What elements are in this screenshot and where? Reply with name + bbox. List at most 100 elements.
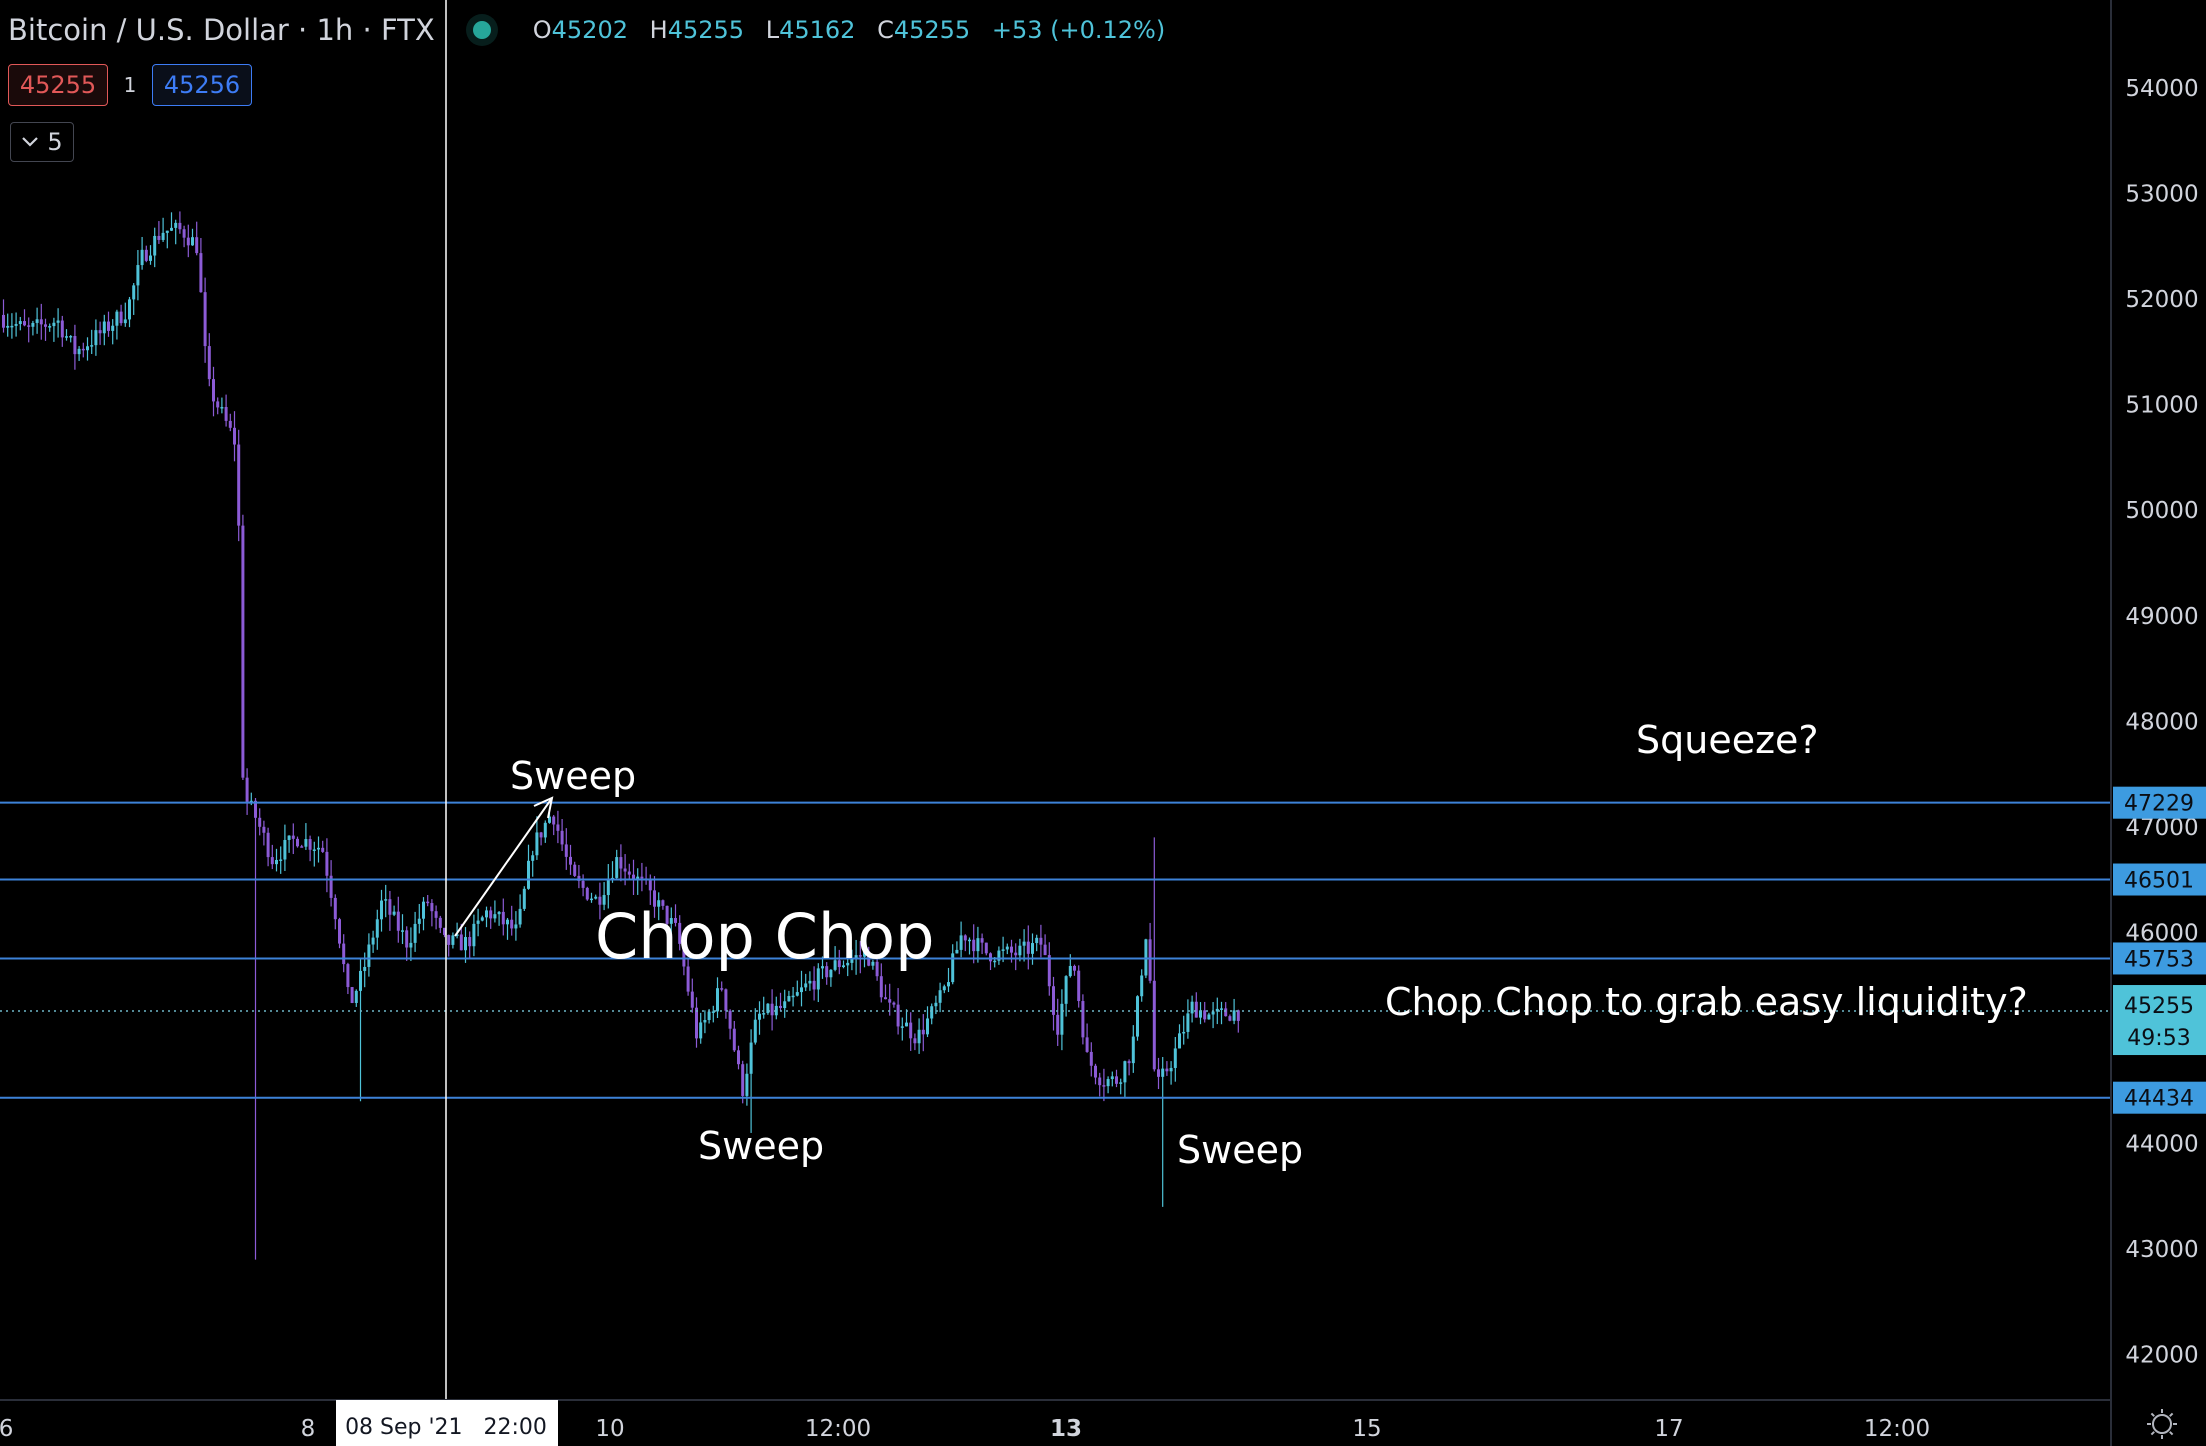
candle-body [308, 839, 312, 850]
candle-body [90, 345, 94, 347]
candle-body [132, 285, 136, 300]
candle-body [1060, 1003, 1064, 1035]
candle-body [6, 325, 10, 328]
candle-body [350, 987, 354, 1003]
candle-body [543, 822, 547, 838]
candle-body [422, 901, 425, 919]
buy-button[interactable]: 45256 [152, 64, 252, 106]
candle-body [413, 923, 417, 943]
candle-body [989, 953, 992, 962]
price-tick-label: 44000 [2125, 1132, 2198, 1158]
chevron-down-icon [22, 137, 39, 147]
price-tick-label: 51000 [2125, 393, 2198, 419]
candle-body [1182, 1031, 1186, 1034]
level-price-label: 44434 [2124, 1087, 2194, 1112]
crosshair-time-badge [336, 1400, 558, 1446]
candle-body [1127, 1061, 1131, 1064]
candle-body [380, 900, 383, 920]
candle-body [199, 253, 203, 293]
candle-body [758, 1013, 761, 1020]
symbol-legend[interactable]: Bitcoin / U.S. Dollar · 1h · FTX O45202 … [8, 10, 1179, 50]
candle-body [258, 817, 262, 827]
candle-body [81, 348, 85, 351]
candle-body [443, 927, 446, 935]
time-axis[interactable]: 6 8 10 12:00 13 15 17 12:00 [0, 1416, 1930, 1442]
annotation-grab-liquidity[interactable]: Chop Chop to grab easy liquidity? [1385, 980, 2028, 1024]
candle-body [699, 1022, 703, 1039]
candle-body [795, 992, 799, 996]
candle-body [522, 888, 526, 909]
indicators-toggle[interactable]: 5 [10, 122, 74, 162]
candle-body [1165, 1068, 1169, 1072]
level-price-badge [2113, 942, 2206, 975]
price-tick-label: 47000 [2125, 815, 2198, 841]
candle-body [468, 937, 472, 947]
candle-body [94, 330, 98, 346]
candle-body [741, 1064, 745, 1096]
annotation-sweep-bottom-left[interactable]: Sweep [698, 1124, 825, 1168]
candle-body [18, 321, 22, 325]
candle-body [993, 960, 997, 963]
candle-body [590, 898, 593, 901]
countdown-label: 49:53 [2127, 1026, 2190, 1051]
candle-body [1194, 1001, 1198, 1018]
price-tick-label: 48000 [2125, 709, 2198, 735]
candle-body [174, 222, 178, 228]
annotation-sweep-bottom-right[interactable]: Sweep [1177, 1128, 1304, 1172]
candle-body [888, 999, 892, 1003]
candle-body [178, 222, 182, 230]
candle-body [333, 897, 337, 920]
candle-body [653, 890, 656, 907]
candle-body [804, 983, 808, 988]
candle-body [1047, 955, 1051, 987]
candle-body [384, 899, 388, 901]
annotation-sweep-top[interactable]: Sweep [510, 754, 637, 798]
candle-body [220, 407, 224, 409]
candle-body [119, 311, 123, 324]
candle-body [1178, 1033, 1181, 1049]
candle-body [556, 824, 560, 831]
sell-button[interactable]: 45255 [8, 64, 108, 106]
time-tick-label: 6 [0, 1416, 13, 1442]
price-axis[interactable]: 54000 53000 52000 51000 50000 49000 48000 47000… [2113, 76, 2206, 1369]
interval[interactable]: 1h [316, 13, 354, 47]
quantity-value[interactable]: 1 [123, 73, 137, 97]
candle-body [266, 832, 270, 858]
candle-body [619, 857, 623, 869]
candle-body [774, 1005, 778, 1016]
candle-body [951, 953, 955, 983]
candle-body [56, 320, 60, 323]
candle-body [548, 816, 551, 823]
candle-body [1232, 1010, 1236, 1021]
candle-body [661, 900, 665, 906]
market-status-icon[interactable] [472, 21, 491, 39]
candle-body [837, 960, 841, 968]
candle-body [703, 1020, 707, 1023]
candle-body [1207, 1014, 1211, 1020]
candle-body [359, 970, 362, 991]
candle-body [1144, 939, 1148, 976]
candle-body [808, 980, 812, 984]
candle-body [1068, 965, 1072, 977]
candle-body [77, 348, 81, 355]
candle-body [1152, 980, 1156, 1070]
candle-body [1085, 1037, 1089, 1052]
candle-body [287, 835, 291, 840]
candle-body [283, 839, 287, 860]
gear-icon[interactable] [2147, 1409, 2177, 1439]
annotation-chop-chop[interactable]: Chop Chop [595, 900, 935, 973]
candle-body [10, 325, 14, 328]
close-label: C [877, 16, 894, 44]
low-label: L [765, 16, 780, 44]
candle-body [1031, 943, 1034, 954]
annotation-squeeze[interactable]: Squeeze? [1636, 718, 1819, 762]
candle-body [426, 901, 430, 904]
candle-body [401, 930, 404, 932]
candle-body [249, 800, 253, 803]
candle-body [753, 1019, 757, 1043]
candle-body [947, 982, 950, 987]
candle-body [480, 917, 484, 921]
candle-body [632, 874, 635, 881]
candle-body [1119, 1082, 1123, 1084]
